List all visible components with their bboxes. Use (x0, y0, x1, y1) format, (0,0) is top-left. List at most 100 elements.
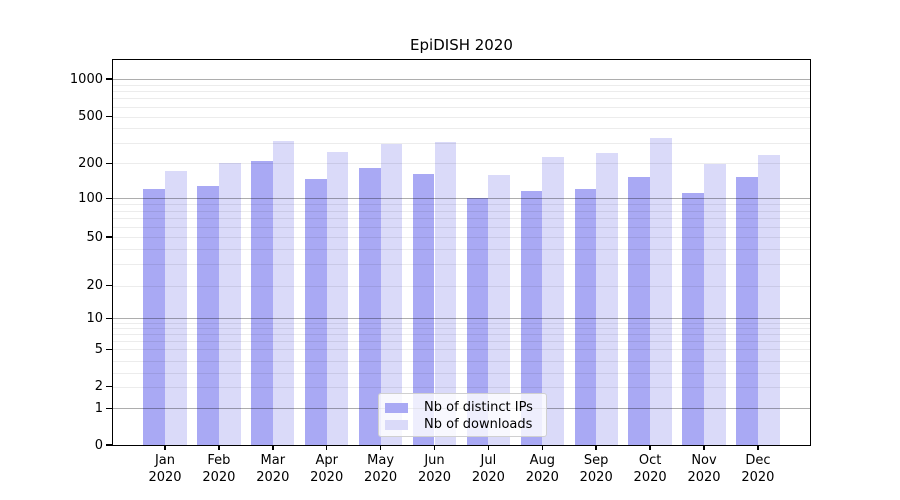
x-tick-year: 2020 (687, 470, 721, 485)
x-tick-label-dec: Dec 2020 (728, 452, 788, 486)
bar-may-downloads (380, 144, 403, 445)
bar-mar-downloads (272, 141, 295, 445)
y-tick-mark (106, 444, 112, 446)
x-tick-label-mar: Mar 2020 (243, 452, 303, 486)
x-tick-mark (433, 445, 436, 450)
x-tick-label-sep: Sep 2020 (566, 452, 626, 486)
x-tick-mark (379, 445, 382, 450)
legend-entry-downloads: Nb of downloads (379, 416, 546, 433)
x-tick-month: Dec (745, 453, 771, 468)
y-tick-label-2: 2 (94, 379, 103, 395)
y-tick-label-5: 5 (94, 341, 103, 357)
bar-oct-downloads (650, 137, 672, 445)
bar-feb-distinct-ips (197, 185, 219, 445)
bar-jan-distinct-ips (143, 189, 165, 445)
x-tick-mark (703, 445, 705, 450)
x-tick-year: 2020 (364, 470, 398, 485)
x-tick-year: 2020 (202, 470, 236, 485)
bar-oct-distinct-ips (628, 176, 651, 445)
y-tick-label-1: 1 (94, 400, 103, 416)
x-tick-year: 2020 (256, 470, 290, 485)
x-tick-label-aug: Aug 2020 (512, 452, 572, 486)
y-tick-mark (106, 284, 112, 287)
y-tick-label-50: 50 (86, 229, 103, 245)
x-tick-year: 2020 (633, 470, 667, 485)
bar-jun-downloads (434, 142, 457, 445)
x-tick-month: May (367, 453, 395, 468)
legend-label-distinct-ips: Nb of distinct IPs (424, 400, 533, 415)
x-tick-month: Oct (638, 453, 662, 468)
y-tick-label-1000: 1000 (69, 71, 103, 87)
y-tick-mark (106, 407, 112, 410)
x-tick-label-feb: Feb 2020 (189, 452, 249, 486)
x-tick-label-nov: Nov 2020 (674, 452, 734, 486)
x-tick-label-jul: Jul 2020 (458, 452, 518, 486)
x-tick-label-oct: Oct 2020 (620, 452, 680, 486)
chart-title: EpiDISH 2020 (410, 36, 513, 54)
y-tick-label-100: 100 (78, 190, 103, 206)
x-tick-label-may: May 2020 (351, 452, 411, 486)
x-tick-year: 2020 (148, 470, 182, 485)
x-tick-year: 2020 (579, 470, 613, 485)
y-tick-mark (106, 197, 112, 200)
x-tick-month: Sep (583, 453, 609, 468)
x-tick-mark (272, 445, 274, 450)
x-tick-month: Jun (424, 453, 445, 468)
x-tick-month: Aug (529, 453, 555, 468)
y-tick-label-20: 20 (86, 278, 103, 293)
bar-sep-downloads (596, 153, 618, 445)
x-tick-year: 2020 (525, 470, 559, 485)
bar-apr-distinct-ips (305, 178, 327, 445)
bar-may-distinct-ips (358, 168, 381, 445)
x-tick-month: Mar (260, 453, 286, 468)
bar-dec-distinct-ips (736, 176, 758, 445)
y-tick-label-500: 500 (78, 109, 103, 125)
x-tick-mark (649, 445, 651, 450)
y-tick-mark (106, 78, 112, 80)
legend-label-downloads: Nb of downloads (424, 417, 533, 432)
bars-layer (113, 60, 810, 445)
legend-swatch-downloads (385, 419, 408, 430)
bar-jul-downloads (488, 174, 511, 445)
x-tick-mark (164, 445, 166, 450)
y-tick-mark (106, 236, 112, 238)
y-tick-label-200: 200 (78, 155, 103, 171)
y-tick-mark (106, 162, 112, 165)
bar-nov-downloads (704, 163, 726, 445)
y-tick-label-10: 10 (86, 310, 103, 326)
y-tick-mark (106, 317, 112, 320)
x-tick-label-jun: Jun 2020 (405, 452, 465, 486)
x-tick-mark (325, 445, 328, 450)
x-tick-mark (757, 445, 759, 450)
x-tick-year: 2020 (471, 470, 505, 485)
bar-nov-distinct-ips (682, 192, 704, 445)
bar-aug-downloads (542, 156, 564, 445)
y-tick-mark (106, 348, 112, 351)
x-tick-mark (218, 445, 220, 450)
x-tick-month: Nov (691, 453, 717, 468)
x-tick-mark (595, 445, 597, 450)
bar-jul-distinct-ips (466, 197, 489, 445)
x-tick-year: 2020 (417, 470, 452, 485)
x-tick-month: Jul (480, 453, 497, 468)
y-tick-mark (106, 385, 112, 388)
bar-feb-downloads (218, 163, 241, 445)
y-tick-label-0: 0 (94, 437, 103, 453)
x-tick-label-apr: Apr 2020 (297, 452, 357, 486)
x-tick-month: Apr (315, 453, 338, 468)
x-tick-label-jan: Jan 2020 (135, 452, 195, 486)
x-tick-year: 2020 (310, 470, 344, 485)
x-tick-year: 2020 (741, 470, 775, 485)
x-tick-mark (487, 445, 490, 450)
y-tick-mark (106, 115, 112, 118)
bar-dec-downloads (757, 155, 780, 445)
bar-jan-downloads (165, 170, 187, 445)
bar-aug-distinct-ips (520, 191, 543, 445)
bar-apr-downloads (326, 151, 349, 445)
bar-mar-distinct-ips (251, 160, 273, 445)
legend-entry-distinct-ips: Nb of distinct IPs (379, 399, 546, 416)
bar-sep-distinct-ips (574, 189, 597, 445)
legend-swatch-distinct-ips (385, 402, 408, 413)
legend: Nb of distinct IPs Nb of downloads (378, 393, 547, 437)
